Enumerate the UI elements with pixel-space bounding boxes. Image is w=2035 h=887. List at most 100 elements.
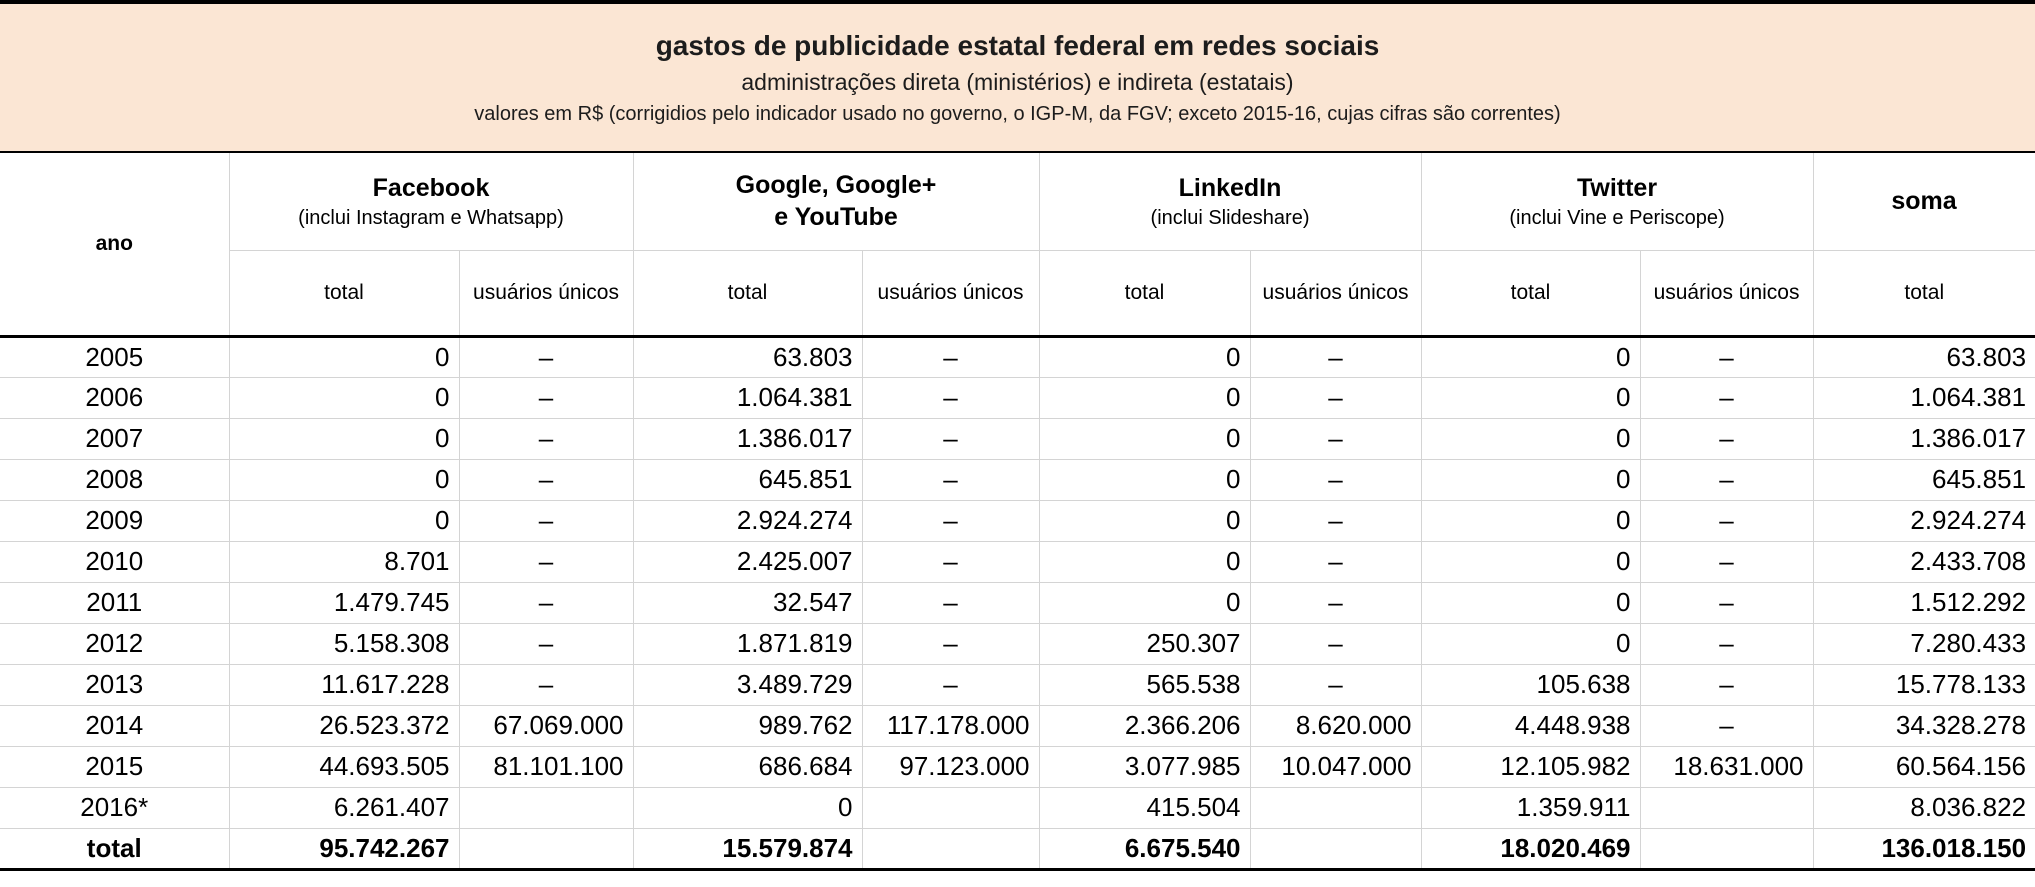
value-cell: – bbox=[861, 376, 1040, 418]
chart-subtitle: administrações direta (ministérios) e in… bbox=[741, 68, 1294, 95]
value-cell: 63.803 bbox=[632, 335, 863, 377]
value-cell: 34.328.278 bbox=[1812, 704, 2035, 746]
subcolumn-header: total bbox=[1812, 250, 2035, 338]
value-cell: – bbox=[861, 540, 1040, 582]
value-cell: 0 bbox=[1420, 417, 1641, 459]
value-cell: – bbox=[1249, 417, 1422, 459]
group-subtitle: (inclui Vine e Periscope) bbox=[1509, 206, 1725, 229]
value-cell: 250.307 bbox=[1038, 622, 1251, 664]
value-cell: 12.105.982 bbox=[1420, 745, 1641, 787]
value-cell: 1.386.017 bbox=[1812, 417, 2035, 459]
group-title: Google, Google+ bbox=[735, 170, 937, 199]
value-cell: 0 bbox=[1420, 376, 1641, 418]
value-cell: 0 bbox=[1420, 540, 1641, 582]
value-cell: 18.020.469 bbox=[1420, 827, 1641, 871]
value-cell: – bbox=[861, 622, 1040, 664]
value-cell: – bbox=[458, 622, 634, 664]
subcolumn-header: total bbox=[1038, 250, 1251, 338]
value-cell: – bbox=[1639, 704, 1814, 746]
value-cell: 0 bbox=[1038, 335, 1251, 377]
data-table: ano Facebook (inclui Instagram e Whatsap… bbox=[0, 153, 2035, 871]
value-cell: 2.924.274 bbox=[632, 499, 863, 541]
value-cell: 1.479.745 bbox=[228, 581, 460, 623]
value-cell bbox=[1249, 827, 1422, 871]
value-cell: – bbox=[1249, 335, 1422, 377]
year-cell: 2016* bbox=[0, 786, 230, 828]
value-cell: 0 bbox=[1420, 622, 1641, 664]
value-cell: 8.036.822 bbox=[1812, 786, 2035, 828]
value-cell: – bbox=[458, 581, 634, 623]
value-cell: – bbox=[1249, 622, 1422, 664]
subcolumn-header: usuários únicos bbox=[458, 250, 634, 338]
value-cell: 0 bbox=[1420, 335, 1641, 377]
value-cell: 60.564.156 bbox=[1812, 745, 2035, 787]
value-cell: – bbox=[1639, 458, 1814, 500]
year-cell: 2009 bbox=[0, 499, 230, 541]
value-cell: – bbox=[458, 417, 634, 459]
year-cell: 2012 bbox=[0, 622, 230, 664]
value-cell: 95.742.267 bbox=[228, 827, 460, 871]
value-cell: 0 bbox=[228, 458, 460, 500]
table-row: 2014 26.523.372 67.069.000 989.762 117.178.0… bbox=[0, 704, 2035, 746]
value-cell: – bbox=[861, 458, 1040, 500]
subcolumn-header: usuários únicos bbox=[1639, 250, 1814, 338]
value-cell: – bbox=[1639, 499, 1814, 541]
table-row: 2012 5.158.308–1.871.819–250.307–0–7.280.… bbox=[0, 622, 2035, 664]
value-cell: – bbox=[1249, 499, 1422, 541]
value-cell: 26.523.372 bbox=[228, 704, 460, 746]
value-cell: – bbox=[458, 499, 634, 541]
subcolumn-header: total bbox=[632, 250, 863, 338]
platform-header-row: ano Facebook (inclui Instagram e Whatsap… bbox=[0, 153, 2035, 338]
value-cell: 645.851 bbox=[1812, 458, 2035, 500]
value-cell: 2.433.708 bbox=[1812, 540, 2035, 582]
group-header-soma: soma bbox=[1812, 153, 2035, 251]
subcolumn-header: total bbox=[228, 250, 460, 338]
value-cell: – bbox=[1249, 540, 1422, 582]
value-cell: 1.359.911 bbox=[1420, 786, 1641, 828]
table-row: total 95.742.267 15.579.874 6.675.540 18.020… bbox=[0, 827, 2035, 871]
value-cell: 0 bbox=[1038, 417, 1251, 459]
year-cell: 2013 bbox=[0, 663, 230, 705]
value-cell: 97.123.000 bbox=[861, 745, 1040, 787]
group-subtitle: (inclui Slideshare) bbox=[1150, 206, 1310, 229]
value-cell bbox=[1639, 827, 1814, 871]
value-cell bbox=[861, 827, 1040, 871]
value-cell: 7.280.433 bbox=[1812, 622, 2035, 664]
year-cell: 2011 bbox=[0, 581, 230, 623]
year-cell: 2007 bbox=[0, 417, 230, 459]
value-cell: 0 bbox=[228, 499, 460, 541]
value-cell: 10.047.000 bbox=[1249, 745, 1422, 787]
value-cell: 8.620.000 bbox=[1249, 704, 1422, 746]
value-cell: 6.675.540 bbox=[1038, 827, 1251, 871]
value-cell: – bbox=[1639, 581, 1814, 623]
table-row: 2011 1.479.745–32.547–0–0–1.512.292 bbox=[0, 581, 2035, 623]
year-cell: 2008 bbox=[0, 458, 230, 500]
value-cell: – bbox=[861, 663, 1040, 705]
value-cell bbox=[1249, 786, 1422, 828]
value-cell: – bbox=[458, 540, 634, 582]
year-cell: 2014 bbox=[0, 704, 230, 746]
value-cell: – bbox=[1639, 622, 1814, 664]
value-cell bbox=[458, 827, 634, 871]
subcolumn-header: usuários únicos bbox=[861, 250, 1040, 338]
value-cell: – bbox=[1639, 335, 1814, 377]
value-cell: 415.504 bbox=[1038, 786, 1251, 828]
value-cell: – bbox=[458, 376, 634, 418]
year-cell: 2005 bbox=[0, 335, 230, 377]
value-cell: 2.366.206 bbox=[1038, 704, 1251, 746]
group-subtitle: (inclui Instagram e Whatsapp) bbox=[298, 206, 564, 229]
value-cell bbox=[1639, 786, 1814, 828]
value-cell: 1.064.381 bbox=[1812, 376, 2035, 418]
value-cell: 2.924.274 bbox=[1812, 499, 2035, 541]
value-cell: 3.077.985 bbox=[1038, 745, 1251, 787]
value-cell: – bbox=[861, 581, 1040, 623]
table-row: 2009 0–2.924.274–0–0–2.924.274 bbox=[0, 499, 2035, 541]
year-column-header: ano bbox=[0, 153, 230, 338]
subcolumn-header: usuários únicos bbox=[1249, 250, 1422, 338]
value-cell: 1.871.819 bbox=[632, 622, 863, 664]
value-cell: – bbox=[1249, 663, 1422, 705]
value-cell: 3.489.729 bbox=[632, 663, 863, 705]
group-title: soma bbox=[1891, 187, 1957, 215]
table-row: 2013 11.617.228–3.489.729–565.538–105.638… bbox=[0, 663, 2035, 705]
table-row: 2006 0–1.064.381–0–0–1.064.381 bbox=[0, 376, 2035, 418]
